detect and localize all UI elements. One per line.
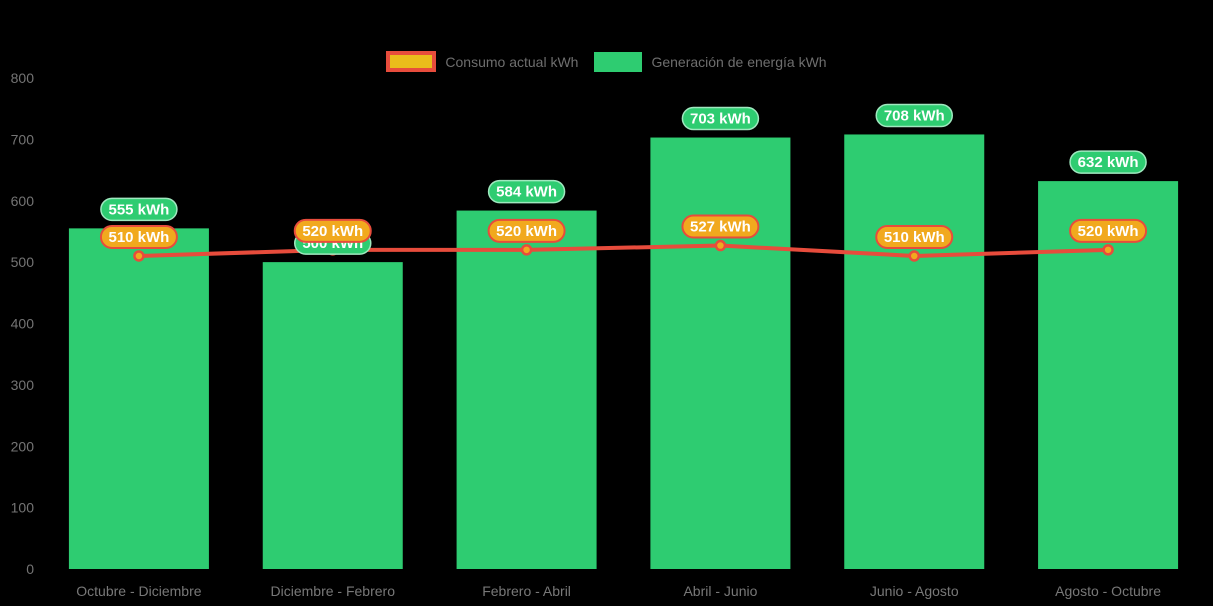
line-value-pill-background [681, 214, 760, 239]
y-axis-tick-label: 800 [11, 70, 35, 86]
generacion-bar[interactable] [456, 210, 597, 569]
bar-value-pill-text: 584 kWh [496, 184, 557, 201]
y-axis-tick-label: 600 [11, 193, 35, 209]
line-value-pill: 520 kWh [487, 218, 566, 243]
consumo-point[interactable] [133, 250, 145, 262]
legend-line-swatch-icon [386, 51, 437, 72]
line-value-pill-text: 510 kWh [884, 229, 945, 246]
x-axis-category-label: Agosto - Octubre [1055, 583, 1161, 599]
consumo-point[interactable] [714, 239, 727, 252]
consumo-point[interactable] [520, 244, 533, 256]
line-value-pill-text: 510 kWh [108, 229, 169, 246]
bar-value-pill-text: 703 kWh [690, 111, 751, 128]
legend-item-generacion[interactable]: Generación de energía kWh [594, 51, 827, 72]
bar-value-pill-background [681, 106, 760, 131]
line-value-pill: 510 kWh [875, 224, 954, 249]
bar-value-pill-text: 708 kWh [884, 107, 945, 124]
line-value-pill: 527 kWh [681, 214, 760, 239]
y-axis-tick-label: 700 [11, 131, 35, 147]
line-value-pill: 510 kWh [99, 224, 178, 249]
consumo-point[interactable] [908, 250, 920, 262]
chart-legend: Consumo actual kWh Generación de energía… [0, 51, 1213, 72]
generacion-bar[interactable] [650, 137, 791, 569]
y-axis-tick-label: 300 [11, 377, 35, 393]
y-axis-tick-label: 0 [26, 561, 34, 577]
x-axis-category-label: Junio - Agosto [870, 583, 959, 599]
bar-value-pill-text: 632 kWh [1078, 154, 1139, 171]
line-value-pill: 520 kWh [1069, 218, 1148, 243]
bar-value-pill: 703 kWh [681, 106, 760, 131]
consumo-point[interactable] [1102, 244, 1114, 256]
bar-value-pill: 555 kWh [100, 197, 178, 222]
x-axis-category-label: Febrero - Abril [482, 583, 571, 599]
line-value-pill-text: 520 kWh [496, 223, 557, 240]
line-value-pill: 520 kWh [293, 218, 372, 243]
line-value-pill-text: 527 kWh [690, 219, 751, 236]
line-value-pill-text: 520 kWh [1078, 223, 1139, 240]
y-axis-tick-label: 200 [11, 438, 35, 454]
generacion-bar[interactable] [844, 134, 985, 569]
line-value-pill-background [1069, 218, 1148, 243]
x-axis-category-label: Diciembre - Febrero [271, 583, 396, 599]
legend-label-generacion: Generación de energía kWh [651, 53, 827, 70]
line-value-pill-background [293, 218, 372, 243]
line-value-pill-background [875, 224, 954, 249]
y-axis-tick-label: 400 [11, 316, 35, 332]
bar-value-pill-background [1069, 150, 1147, 174]
generacion-bar[interactable] [262, 262, 403, 569]
bar-value-pill-text: 555 kWh [108, 201, 169, 218]
legend-label-consumo: Consumo actual kWh [445, 53, 579, 70]
bar-value-pill: 584 kWh [487, 179, 566, 204]
line-value-pill-background [99, 224, 178, 249]
line-value-pill-background [487, 218, 566, 243]
y-axis-tick-label: 100 [11, 500, 35, 516]
generacion-bar[interactable] [68, 228, 209, 569]
bar-value-pill-background [875, 103, 953, 128]
x-axis-category-label: Octubre - Diciembre [76, 583, 201, 599]
legend-bar-swatch-icon [594, 51, 643, 72]
bar-value-pill: 708 kWh [875, 103, 953, 128]
bar-value-pill-background [100, 197, 178, 222]
bar-value-pill-background [487, 179, 566, 204]
legend-item-consumo[interactable]: Consumo actual kWh [386, 51, 578, 72]
x-axis-category-label: Abril - Junio [683, 583, 757, 599]
y-axis-tick-label: 500 [11, 254, 35, 270]
line-value-pill-text: 520 kWh [302, 223, 363, 240]
bar-value-pill: 632 kWh [1069, 150, 1147, 174]
